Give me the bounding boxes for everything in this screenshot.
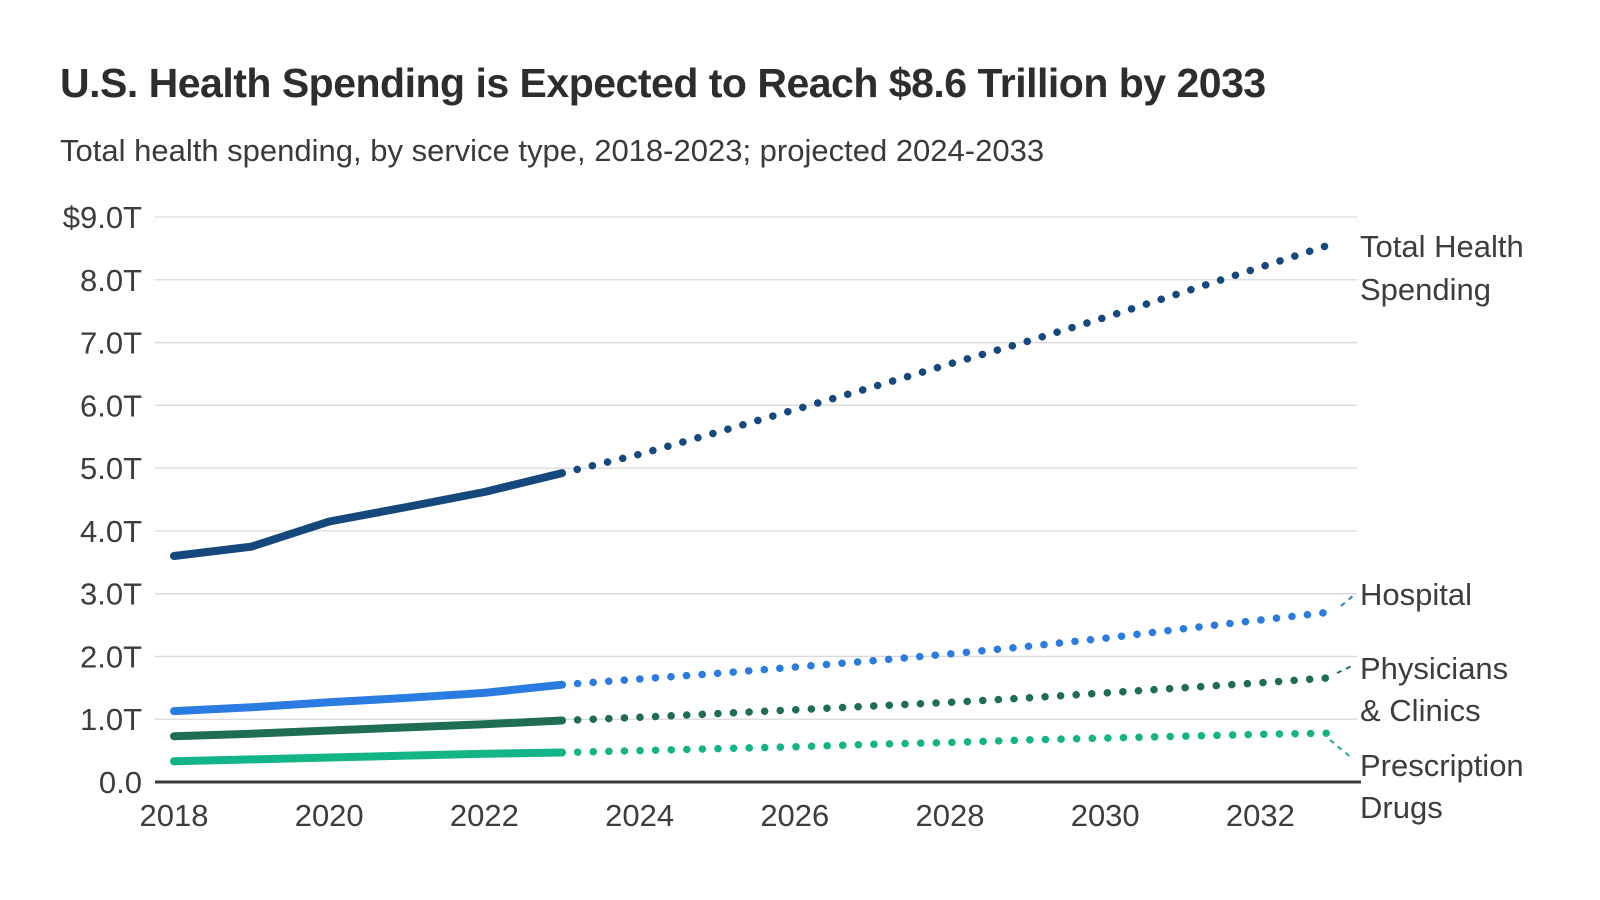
x-tick-label: 2020 [295,798,364,833]
series-label-physicians-clinics: Physicians [1360,651,1508,686]
y-tick-label: 6.0T [80,388,142,423]
y-tick-label: 8.0T [80,263,142,298]
y-tick-label: 5.0T [80,451,142,486]
x-tick-label: 2022 [450,798,519,833]
y-tick-label: 1.0T [80,702,142,737]
chart-title: U.S. Health Spending is Expected to Reac… [60,60,1266,106]
x-tick-label: 2026 [760,798,829,833]
series-label-total-health-spending: Total Health [1360,229,1524,264]
label-leader-line [1329,739,1354,760]
x-tick-label: 2018 [140,798,209,833]
y-tick-label: 7.0T [80,326,142,361]
x-tick-label: 2032 [1226,798,1295,833]
y-tick-label: 4.0T [80,514,142,549]
series-line-projected-prescription-drugs [558,729,1342,757]
series-line-solid-physicians-clinics [170,716,566,741]
series-label-prescription-drugs: Drugs [1360,790,1443,825]
series-label-prescription-drugs: Prescription [1360,748,1524,783]
label-leader-line [1336,664,1355,674]
series-line-projected-total-health-spending [558,238,1342,477]
y-tick-label: 0.0 [99,765,142,800]
series-label-hospital: Hospital [1360,577,1472,612]
series-line-solid-total-health-spending [170,469,566,560]
x-tick-label: 2024 [605,798,674,833]
y-tick-label: 3.0T [80,577,142,612]
series-label-total-health-spending: Spending [1360,272,1491,307]
series-line-solid-hospital [170,680,566,716]
chart-subtitle: Total health spending, by service type, … [60,133,1045,168]
series-label-physicians-clinics: & Clinics [1360,693,1481,728]
series-line-solid-prescription-drugs [170,748,566,766]
series-line-projected-hospital [558,607,1342,689]
x-tick-label: 2030 [1071,798,1140,833]
y-tick-label: $9.0T [63,200,142,235]
y-tick-label: 2.0T [80,639,142,674]
series-line-projected-physicians-clinics [558,673,1342,725]
label-leader-line [1340,593,1356,607]
x-tick-label: 2028 [916,798,985,833]
